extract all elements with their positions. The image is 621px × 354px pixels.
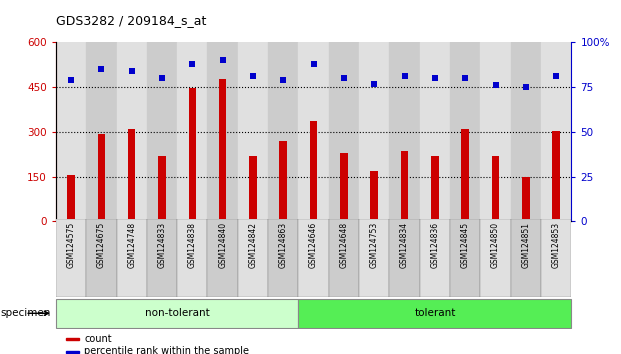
Bar [177, 219, 207, 297]
Bar [522, 177, 530, 221]
Bar [340, 153, 348, 221]
Bar [481, 219, 510, 297]
Text: specimen: specimen [0, 308, 50, 318]
Text: GSM124845: GSM124845 [461, 222, 469, 268]
Bar [510, 219, 541, 297]
Point [157, 75, 167, 81]
Text: GSM124851: GSM124851 [522, 222, 530, 268]
Bar [461, 130, 469, 221]
Text: GDS3282 / 209184_s_at: GDS3282 / 209184_s_at [56, 14, 206, 27]
Point [369, 81, 379, 86]
Bar [450, 219, 481, 297]
Point [551, 74, 561, 79]
Bar [189, 88, 196, 221]
Text: GSM124840: GSM124840 [218, 222, 227, 268]
Point [66, 77, 76, 83]
Bar [268, 219, 299, 297]
Point [96, 67, 106, 72]
Bar [389, 219, 420, 297]
Text: GSM124833: GSM124833 [158, 222, 166, 268]
Bar [420, 42, 450, 221]
Bar [117, 42, 147, 221]
Bar [310, 121, 317, 221]
Point [460, 75, 470, 81]
Bar [371, 171, 378, 221]
Bar [66, 351, 79, 353]
Bar [147, 42, 177, 221]
Bar [207, 42, 238, 221]
Text: GSM124838: GSM124838 [188, 222, 197, 268]
Point [127, 68, 137, 74]
Bar [268, 42, 299, 221]
Bar [279, 141, 287, 221]
Text: non-tolerant: non-tolerant [145, 308, 209, 318]
Bar [329, 42, 359, 221]
Bar [67, 175, 75, 221]
Text: GSM124648: GSM124648 [340, 222, 348, 268]
Bar [219, 79, 227, 221]
Bar [359, 219, 389, 297]
Text: tolerant: tolerant [414, 308, 456, 318]
Text: GSM124753: GSM124753 [369, 222, 379, 268]
Bar [481, 42, 510, 221]
Bar [66, 338, 79, 341]
Text: GSM124850: GSM124850 [491, 222, 500, 268]
Bar [299, 299, 571, 328]
Text: count: count [84, 333, 112, 344]
Bar [389, 42, 420, 221]
Text: GSM124863: GSM124863 [279, 222, 288, 268]
Bar [56, 42, 86, 221]
Text: GSM124853: GSM124853 [551, 222, 561, 268]
Point [339, 75, 349, 81]
Point [521, 84, 531, 90]
Point [491, 82, 501, 88]
Bar [541, 219, 571, 297]
Bar [299, 42, 329, 221]
Bar [97, 134, 105, 221]
Point [188, 61, 197, 67]
Text: GSM124834: GSM124834 [400, 222, 409, 268]
Point [430, 75, 440, 81]
Bar [420, 219, 450, 297]
Text: percentile rank within the sample: percentile rank within the sample [84, 346, 249, 354]
Bar [207, 219, 238, 297]
Bar [359, 42, 389, 221]
Bar [431, 156, 438, 221]
Bar [238, 219, 268, 297]
Bar [147, 219, 177, 297]
Bar [86, 42, 117, 221]
Bar [117, 219, 147, 297]
Bar [86, 219, 117, 297]
Bar [510, 42, 541, 221]
Point [309, 61, 319, 67]
Bar [177, 42, 207, 221]
Bar [249, 156, 256, 221]
Bar [329, 219, 359, 297]
Text: GSM124842: GSM124842 [248, 222, 258, 268]
Point [248, 74, 258, 79]
Bar [56, 219, 86, 297]
Text: GSM124646: GSM124646 [309, 222, 318, 268]
Bar [158, 156, 166, 221]
Bar [552, 131, 560, 221]
Text: GSM124748: GSM124748 [127, 222, 136, 268]
Text: GSM124675: GSM124675 [97, 222, 106, 268]
Bar [299, 219, 329, 297]
Bar [401, 151, 409, 221]
Bar [56, 299, 299, 328]
Point [218, 58, 228, 63]
Bar [541, 42, 571, 221]
Bar [128, 130, 135, 221]
Point [278, 77, 288, 83]
Text: GSM124575: GSM124575 [66, 222, 76, 268]
Bar [450, 42, 481, 221]
Bar [238, 42, 268, 221]
Text: GSM124836: GSM124836 [430, 222, 440, 268]
Point [399, 74, 409, 79]
Bar [492, 156, 499, 221]
